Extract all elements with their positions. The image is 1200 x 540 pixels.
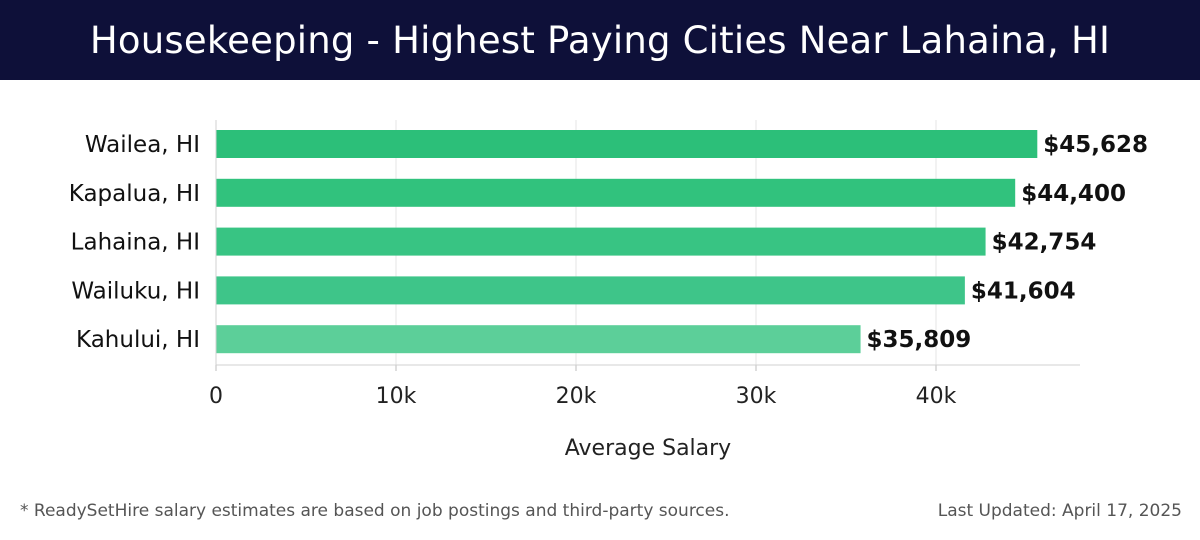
category-label: Lahaina, HI [71, 230, 200, 256]
value-label: $44,400 [1021, 181, 1126, 207]
footnote: * ReadySetHire salary estimates are base… [20, 501, 730, 521]
bars [216, 130, 1038, 354]
axes [215, 120, 1080, 371]
category-label: Kahului, HI [76, 327, 200, 353]
x-axis-title: Average Salary [565, 436, 731, 461]
labels: 0 10k 20k 30k 40k Wailea, HI $45,628 Kapalua, H… [69, 132, 1148, 461]
value-label: $45,628 [1043, 132, 1148, 158]
category-label: Wailea, HI [85, 132, 200, 158]
chart-title: Housekeeping - Highest Paying Cities Nea… [89, 18, 1111, 62]
value-label: $42,754 [992, 230, 1097, 256]
bar [216, 178, 1016, 207]
value-label: $35,809 [867, 327, 972, 353]
x-tick-label: 30k [736, 384, 777, 409]
last-updated: Last Updated: April 17, 2025 [937, 501, 1182, 521]
chart-header: Housekeeping - Highest Paying Cities Nea… [0, 0, 1200, 80]
category-label: Kapalua, HI [69, 181, 200, 207]
bar [216, 227, 986, 256]
x-tick-label: 0 [209, 384, 223, 409]
bar [216, 325, 861, 354]
x-tick-label: 40k [916, 384, 957, 409]
x-tick-label: 10k [376, 384, 417, 409]
category-label: Wailuku, HI [71, 278, 200, 304]
bar [216, 130, 1038, 158]
bar [216, 276, 965, 305]
x-tick-label: 20k [556, 384, 597, 409]
value-label: $41,604 [971, 278, 1076, 304]
